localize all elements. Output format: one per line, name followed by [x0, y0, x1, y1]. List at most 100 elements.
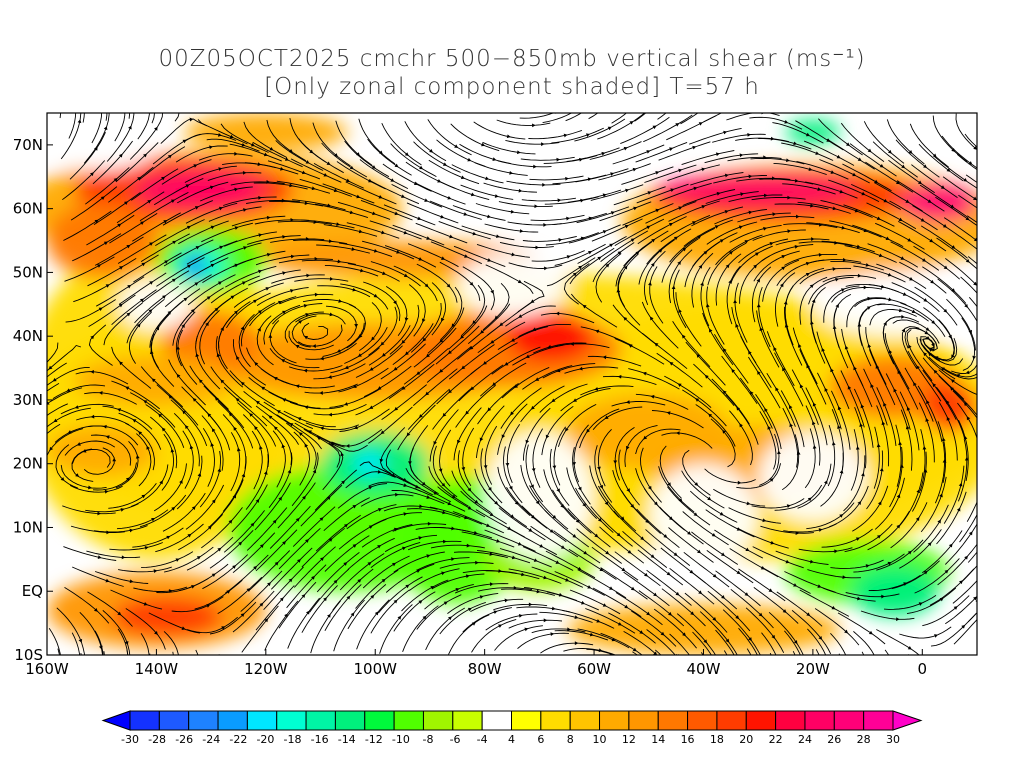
streamline	[85, 503, 139, 513]
streamline	[784, 306, 803, 366]
streamline	[157, 288, 201, 328]
colorbar-label: 18	[709, 733, 724, 746]
streamline	[453, 551, 508, 559]
streamline-arrow	[214, 397, 219, 401]
streamline-arrow	[354, 425, 358, 430]
streamline	[563, 263, 590, 305]
streamline-arrow	[137, 176, 142, 181]
streamline-arrow	[1011, 171, 1015, 174]
streamline	[83, 113, 110, 164]
streamline	[643, 250, 666, 306]
streamline-arrow	[799, 691, 803, 695]
streamline-arrow	[782, 609, 787, 613]
streamline-arrow	[651, 238, 656, 243]
streamline-arrow	[404, 351, 409, 356]
streamline-arrow	[506, 134, 511, 139]
streamline	[945, 595, 977, 625]
streamline-arrow	[158, 413, 163, 418]
streamline	[424, 583, 474, 610]
streamline	[920, 225, 968, 259]
streamline-arrow	[749, 391, 754, 396]
streamline-arrow	[148, 309, 153, 314]
streamline-arrow	[888, 349, 893, 354]
streamline	[815, 649, 820, 655]
streamline	[617, 272, 641, 326]
streamline	[305, 342, 357, 360]
lon-tick-label: 40W	[687, 660, 721, 678]
colorbar-swatch	[599, 710, 630, 731]
streamline-arrow	[675, 123, 680, 127]
streamline	[713, 488, 766, 507]
streamline	[860, 610, 915, 620]
streamline-arrow	[219, 245, 224, 250]
streamline-arrow	[723, 130, 728, 135]
colorbar-swatch	[716, 710, 747, 731]
streamline	[232, 339, 267, 386]
streamline	[162, 200, 213, 226]
streamline	[301, 585, 338, 633]
streamline-arrow	[666, 571, 671, 576]
streamline-arrow	[141, 694, 145, 698]
colorbar-swatch	[393, 710, 424, 731]
streamline	[917, 385, 943, 443]
streamline-arrow	[650, 554, 655, 558]
streamline	[669, 227, 716, 263]
streamline-arrow	[418, 536, 423, 540]
streamline	[102, 610, 131, 655]
streamline-arrow	[810, 559, 814, 564]
streamline-arrow	[683, 89, 686, 93]
streamline-arrow	[565, 176, 569, 181]
streamline	[448, 614, 490, 655]
streamline-arrow	[809, 320, 814, 325]
streamline	[566, 147, 620, 162]
streamline	[246, 200, 301, 204]
streamline-arrow	[197, 472, 202, 477]
streamline	[389, 304, 420, 355]
streamline	[512, 344, 564, 366]
streamline	[505, 139, 560, 145]
streamline	[455, 384, 496, 428]
streamline	[830, 559, 884, 569]
colorbar-label: -22	[229, 733, 248, 746]
streamline-arrow	[105, 284, 110, 288]
streamline	[208, 479, 244, 528]
streamline-arrow	[393, 366, 398, 371]
streamline-arrow	[217, 281, 222, 285]
streamline-arrow	[253, 565, 258, 570]
streamline-arrow	[881, 594, 885, 599]
streamline	[484, 529, 536, 552]
streamline	[654, 649, 662, 655]
streamline-arrow	[923, 164, 928, 169]
streamline	[918, 143, 964, 182]
streamline	[602, 375, 657, 386]
streamline-arrow	[539, 544, 544, 548]
streamline-arrow	[887, 561, 892, 566]
streamline-arrow	[243, 246, 248, 250]
streamline	[668, 527, 714, 563]
streamline	[853, 265, 906, 283]
streamline	[251, 430, 263, 490]
streamline-arrow	[496, 539, 501, 543]
streamline	[943, 217, 977, 242]
streamline-arrow	[253, 299, 258, 304]
streamline-arrow	[856, 244, 861, 249]
streamline	[176, 455, 203, 510]
streamline-arrow	[696, 354, 701, 358]
streamline-arrow	[336, 349, 341, 353]
streamline-arrow	[946, 416, 951, 421]
streamline-arrow	[327, 613, 331, 618]
streamline-arrow	[755, 252, 760, 257]
streamline	[753, 250, 800, 282]
streamline-arrow	[815, 151, 820, 155]
streamline	[195, 336, 221, 390]
streamline	[700, 266, 711, 327]
streamline-arrow	[875, 662, 879, 666]
streamline	[314, 469, 357, 511]
streamline	[892, 319, 940, 344]
streamline	[900, 409, 913, 471]
streamline	[551, 127, 604, 144]
streamline-arrow	[259, 544, 264, 548]
colorbar-swatch	[481, 710, 512, 731]
streamline	[453, 407, 482, 461]
streamline	[600, 567, 648, 600]
